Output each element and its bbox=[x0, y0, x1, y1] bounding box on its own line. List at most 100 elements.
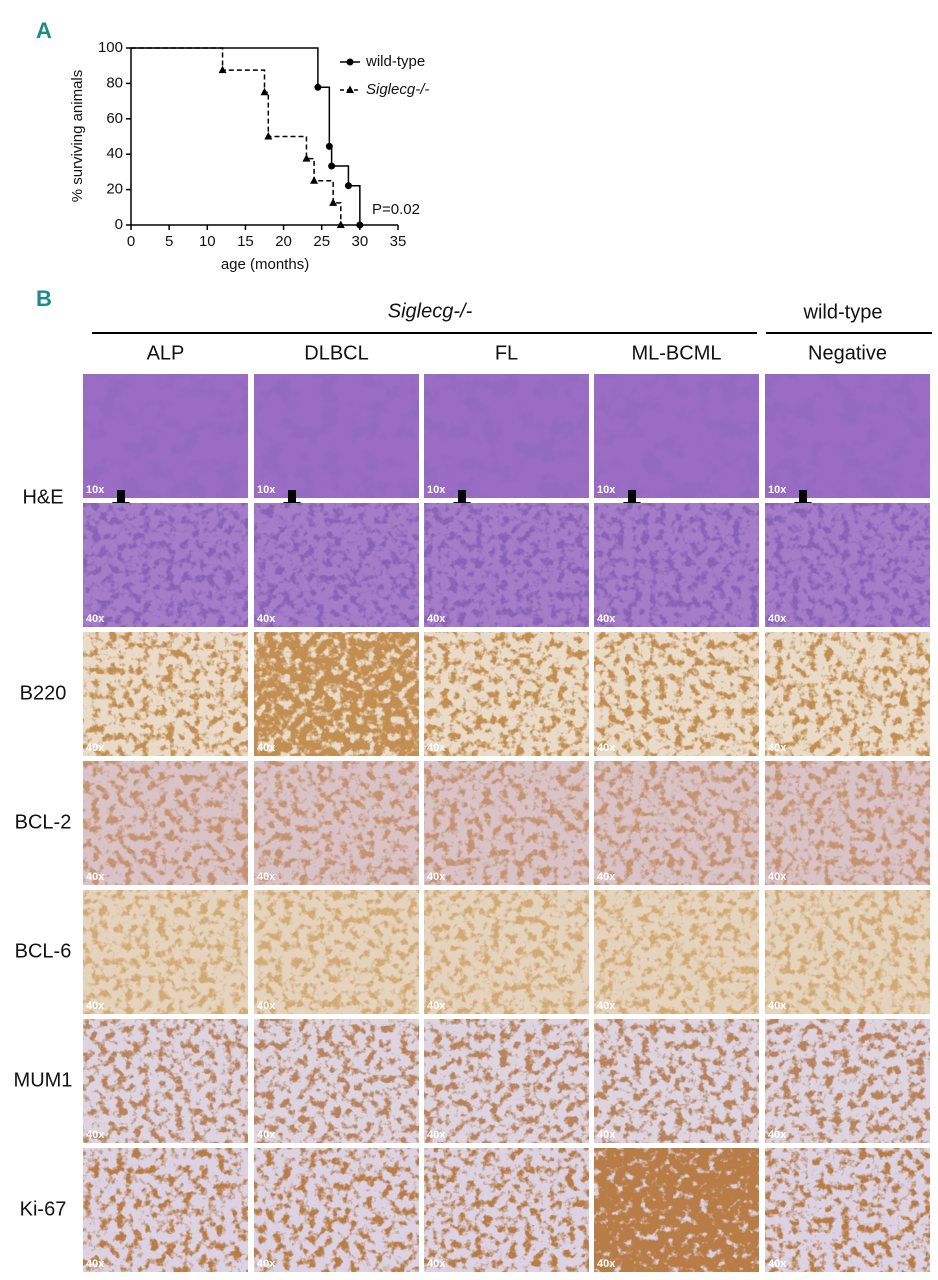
marker bbox=[329, 198, 338, 206]
legend-label: wild-type bbox=[365, 53, 425, 70]
marker bbox=[310, 176, 319, 184]
magnification-label: 40x bbox=[768, 871, 787, 883]
micrograph-texture bbox=[254, 1148, 419, 1272]
panel-label: B bbox=[36, 286, 52, 311]
magnification-label: 40x bbox=[768, 742, 787, 754]
marker bbox=[302, 154, 311, 162]
micrograph-texture bbox=[83, 761, 248, 885]
micrograph-texture bbox=[424, 1148, 589, 1272]
micrograph-texture bbox=[594, 632, 759, 756]
micrograph-texture bbox=[424, 632, 589, 756]
marker bbox=[328, 162, 336, 170]
magnification-label: 40x bbox=[597, 1258, 616, 1270]
group-header: wild-type bbox=[803, 301, 883, 323]
magnification-label: 40x bbox=[597, 871, 616, 883]
magnification-label: 10x bbox=[768, 484, 787, 496]
magnification-label: 40x bbox=[597, 742, 616, 754]
marker bbox=[336, 220, 345, 228]
row-label: BCL-6 bbox=[15, 940, 72, 962]
column-header: DLBCL bbox=[304, 342, 368, 364]
marker bbox=[356, 221, 364, 229]
micrograph-texture bbox=[83, 503, 248, 627]
column-header: FL bbox=[495, 342, 518, 364]
y-tick-label: 0 bbox=[115, 216, 123, 233]
magnification-label: 40x bbox=[427, 613, 446, 625]
micrograph-texture bbox=[83, 632, 248, 756]
x-tick-label: 15 bbox=[237, 233, 254, 250]
magnification-label: 40x bbox=[427, 871, 446, 883]
survival-curve bbox=[131, 47, 342, 225]
marker bbox=[346, 85, 354, 93]
micrograph-texture bbox=[594, 1148, 759, 1272]
y-tick-label: 100 bbox=[98, 39, 123, 56]
group-header: Siglecg-/- bbox=[388, 300, 473, 322]
column-header: Negative bbox=[808, 342, 887, 364]
x-tick-label: 10 bbox=[199, 233, 216, 250]
magnification-label: 10x bbox=[597, 484, 616, 496]
magnification-label: 40x bbox=[257, 1129, 276, 1141]
row-label: MUM1 bbox=[14, 1069, 73, 1091]
y-tick-label: 20 bbox=[106, 181, 123, 198]
micrograph-texture bbox=[254, 503, 419, 627]
magnification-label: 40x bbox=[768, 613, 787, 625]
magnification-label: 40x bbox=[257, 1258, 276, 1270]
row-label: BCL-2 bbox=[15, 811, 72, 833]
magnification-label: 40x bbox=[86, 1258, 105, 1270]
magnification-label: 40x bbox=[597, 613, 616, 625]
magnification-label: 40x bbox=[768, 1258, 787, 1270]
y-axis-label: % surviving animals bbox=[69, 70, 86, 203]
micrograph-texture bbox=[424, 1019, 589, 1143]
magnification-label: 40x bbox=[597, 1000, 616, 1012]
micrograph-texture bbox=[83, 1019, 248, 1143]
magnification-label: 40x bbox=[257, 613, 276, 625]
magnification-label: 40x bbox=[257, 871, 276, 883]
micrograph-texture bbox=[83, 890, 248, 1014]
x-tick-label: 0 bbox=[127, 233, 135, 250]
x-tick-label: 5 bbox=[165, 233, 173, 250]
survival-curve bbox=[131, 47, 361, 225]
magnification-label: 40x bbox=[86, 1000, 105, 1012]
marker bbox=[314, 83, 322, 91]
micrograph-texture bbox=[765, 374, 930, 498]
marker bbox=[325, 142, 333, 150]
micrograph-texture bbox=[594, 503, 759, 627]
magnification-label: 40x bbox=[86, 1129, 105, 1141]
annotation: P=0.02 bbox=[372, 201, 420, 218]
panel-label: A bbox=[36, 18, 52, 43]
magnification-label: 40x bbox=[257, 1000, 276, 1012]
micrograph-texture bbox=[83, 374, 248, 498]
x-tick-label: 30 bbox=[352, 233, 369, 250]
micrograph-texture bbox=[254, 890, 419, 1014]
micrograph-texture bbox=[254, 374, 419, 498]
x-tick-label: 35 bbox=[390, 233, 407, 250]
y-tick-label: 80 bbox=[106, 74, 123, 91]
x-tick-label: 25 bbox=[313, 233, 330, 250]
x-tick-label: 20 bbox=[275, 233, 292, 250]
micrograph-texture bbox=[424, 503, 589, 627]
micrograph-texture bbox=[765, 1148, 930, 1272]
magnification-label: 40x bbox=[597, 1129, 616, 1141]
micrograph-texture bbox=[594, 1019, 759, 1143]
magnification-label: 40x bbox=[427, 1000, 446, 1012]
micrograph-texture bbox=[594, 374, 759, 498]
micrograph-texture bbox=[83, 1148, 248, 1272]
x-axis-label: age (months) bbox=[221, 256, 309, 273]
legend-label: Siglecg-/- bbox=[366, 81, 429, 98]
row-label: B220 bbox=[20, 682, 67, 704]
micrograph-texture bbox=[765, 761, 930, 885]
magnification-label: 40x bbox=[768, 1129, 787, 1141]
marker bbox=[346, 58, 354, 66]
magnification-label: 10x bbox=[257, 484, 276, 496]
micrograph-texture bbox=[254, 632, 419, 756]
magnification-label: 40x bbox=[257, 742, 276, 754]
magnification-label: 40x bbox=[86, 742, 105, 754]
magnification-label: 10x bbox=[427, 484, 446, 496]
micrograph-texture bbox=[254, 1019, 419, 1143]
column-header: ML-BCML bbox=[631, 342, 721, 364]
micrograph-texture bbox=[765, 632, 930, 756]
micrograph-texture bbox=[254, 761, 419, 885]
magnification-label: 40x bbox=[768, 1000, 787, 1012]
micrograph-texture bbox=[765, 1019, 930, 1143]
magnification-label: 10x bbox=[86, 484, 105, 496]
